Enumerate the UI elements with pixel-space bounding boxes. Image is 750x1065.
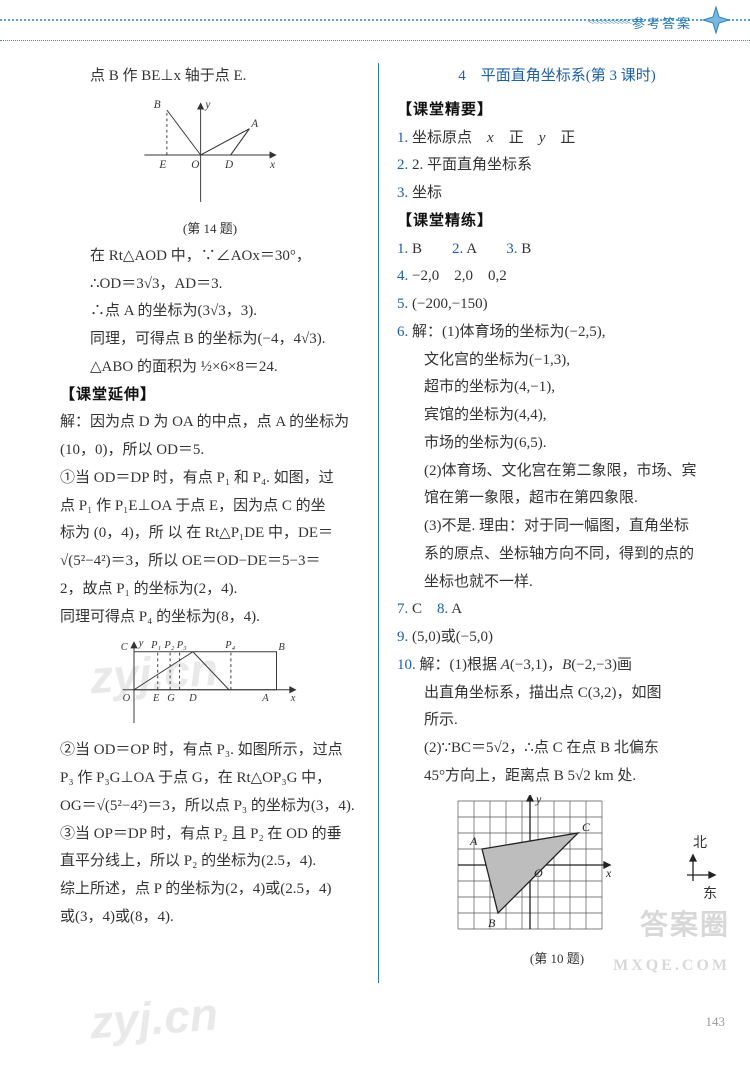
- ans: 2. 平面直角坐标系: [412, 157, 532, 173]
- text-line: 出直角坐标系，描出点 C(3,2)，如图: [397, 680, 717, 708]
- text-line: (3)不是. 理由：对于同一幅图，直角坐标: [397, 513, 717, 541]
- section-practice-title: 【课堂精练】: [397, 208, 717, 236]
- svg-text:x: x: [290, 693, 296, 704]
- text-line: ∴OD＝3√3，AD＝3.: [60, 271, 360, 299]
- figure-14-caption: (第 14 题): [60, 217, 360, 241]
- svg-text:y: y: [535, 795, 542, 806]
- page: 点 B 作 BE⊥x 轴于点 E. B E O: [0, 41, 750, 1011]
- column-divider: [378, 63, 379, 983]
- svg-text:P₁: P₁: [150, 640, 161, 651]
- text-line: 2. 2. 平面直角坐标系: [397, 152, 717, 180]
- text-line: 同理，可得点 B 的坐标为(−4，4√3).: [60, 326, 360, 354]
- text-line: 3. 坐标: [397, 180, 717, 208]
- lesson-title: 4 平面直角坐标系(第 3 课时): [397, 63, 717, 91]
- figure-p: C B O E G D A x y P₁ P₂ P₃ P₄: [60, 635, 360, 735]
- page-number: 143: [706, 1010, 726, 1034]
- text-line: ③当 OP＝DP 时，有点 P₂ 且 P₂ 在 OD 的垂: [60, 821, 360, 849]
- svg-text:x: x: [605, 866, 612, 880]
- text-line: 超市的坐标为(4,−1),: [397, 374, 717, 402]
- svg-text:A: A: [261, 693, 269, 704]
- svg-text:P₂: P₂: [163, 640, 174, 651]
- text-line: (2)体育场、文化宫在第二象限，市场、宾: [397, 458, 717, 486]
- svg-text:E: E: [158, 159, 166, 171]
- svg-text:P₃: P₃: [176, 640, 187, 651]
- text-line: 5. (−200,−150): [397, 291, 717, 319]
- svg-text:A: A: [469, 834, 478, 848]
- text-line: 所示.: [397, 707, 717, 735]
- svg-text:D: D: [188, 693, 197, 704]
- page-header: <<<<<<<<<< 参考答案: [0, 0, 750, 41]
- svg-text:O: O: [123, 693, 131, 704]
- svg-text:G: G: [167, 693, 175, 704]
- text-line: 同理可得点 P₄ 的坐标为(8，4).: [60, 604, 360, 632]
- text-line: 10. 解：(1)根据 A(−3,1)，B(−2,−3)画: [397, 652, 717, 680]
- text-line: 6. 解：(1)体育场的坐标为(−2,5),: [397, 319, 717, 347]
- text-line: 7. C 8. A: [397, 596, 717, 624]
- text-line: 系的原点、坐标轴方向不同，得到的点的: [397, 541, 717, 569]
- brand-text: 答案圈: [613, 900, 730, 952]
- text-line: 文化宫的坐标为(−1,3),: [397, 347, 717, 375]
- text-line: 直平分线上，所以 P₂ 的坐标为(2.5，4).: [60, 848, 360, 876]
- text-line: 坐标也就不一样.: [397, 569, 717, 597]
- svg-text:A: A: [250, 118, 258, 130]
- svg-text:O: O: [534, 866, 543, 880]
- text-line: 综上所述，点 P 的坐标为(2，4)或(2.5，4): [60, 876, 360, 904]
- text-line: 标为 (0，4)，所 以 在 Rt△P₁DE 中，DE＝: [60, 520, 360, 548]
- text-line: ①当 OD＝DP 时，有点 P₁ 和 P₄. 如图，过: [60, 465, 360, 493]
- text-line: 馆在第一象限，超市在第四象限.: [397, 485, 717, 513]
- snowflake-icon: [700, 4, 732, 36]
- text-line: (10，0)，所以 OD＝5.: [60, 437, 360, 465]
- svg-text:C: C: [121, 642, 129, 653]
- svg-text:B: B: [488, 916, 496, 930]
- text-line: 宾馆的坐标为(4,4),: [397, 402, 717, 430]
- right-column: 4 平面直角坐标系(第 3 课时) 【课堂精要】 1. 坐标原点 x 正 y 正…: [397, 63, 717, 1001]
- text-line: OG＝√(5²−4²)＝3，所以点 P₃ 的坐标为(3，4).: [60, 793, 360, 821]
- text-line: 9. (5,0)或(−5,0): [397, 624, 717, 652]
- brand-domain: MXQE.COM: [613, 951, 730, 981]
- header-label: 参考答案: [632, 12, 692, 36]
- svg-text:y: y: [138, 638, 144, 649]
- svg-text:B: B: [154, 99, 161, 111]
- text-line: (2)∵BC＝5√2，∴点 C 在点 B 北偏东: [397, 735, 717, 763]
- text-line: 点 P₁ 作 P₁E⊥OA 于点 E，因为点 C 的坐: [60, 493, 360, 521]
- text-line: ∴点 A 的坐标为(3√3，3).: [60, 298, 360, 326]
- section-key-title: 【课堂精要】: [397, 97, 717, 125]
- text-line: ②当 OD＝OP 时，有点 P₃. 如图所示，过点: [60, 737, 360, 765]
- text-line: 2，故点 P₁ 的坐标为(2，4).: [60, 576, 360, 604]
- text-line: △ABO 的面积为 ½×6×8＝24.: [60, 354, 360, 382]
- text-line: 解：因为点 D 为 OA 的中点，点 A 的坐标为: [60, 409, 360, 437]
- left-column: 点 B 作 BE⊥x 轴于点 E. B E O: [60, 63, 360, 1001]
- text-line: P₃ 作 P₃G⊥OA 于点 G，在 Rt△OP₃G 中，: [60, 765, 360, 793]
- compass-north: 北: [683, 836, 717, 853]
- svg-text:O: O: [191, 159, 199, 171]
- svg-text:E: E: [152, 693, 160, 704]
- header-chevrons: <<<<<<<<<<: [588, 12, 630, 32]
- text-line: 1. B 2. A 3. B: [397, 236, 717, 264]
- text-line: 市场的坐标为(6,5).: [397, 430, 717, 458]
- text-line: 或(3，4)或(8，4).: [60, 904, 360, 932]
- svg-text:B: B: [278, 642, 285, 653]
- brand-watermark: 答案圈 MXQE.COM: [613, 900, 730, 981]
- text-line: 1. 坐标原点 x 正 y 正: [397, 125, 717, 153]
- text-line: 在 Rt△AOD 中，∵∠AOx＝30°，: [60, 243, 360, 271]
- svg-text:y: y: [204, 99, 210, 111]
- text-line: 45°方向上，距离点 B 5√2 km 处.: [397, 763, 717, 791]
- text-line: √(5²−4²)＝3，所以 OE＝OD−DE＝5−3＝: [60, 548, 360, 576]
- section-extension-title: 【课堂延伸】: [60, 382, 360, 410]
- svg-text:P₄: P₄: [224, 640, 235, 651]
- compass-icon: 北 东: [683, 836, 717, 904]
- text-line: 4. −2,0 2,0 0,2: [397, 263, 717, 291]
- svg-text:C: C: [582, 820, 591, 834]
- figure-14: B E O D A x y (第 14 题): [60, 95, 360, 241]
- text-line: 点 B 作 BE⊥x 轴于点 E.: [60, 63, 360, 91]
- svg-text:x: x: [269, 159, 275, 171]
- ans: 坐标: [412, 185, 442, 201]
- svg-text:D: D: [224, 159, 233, 171]
